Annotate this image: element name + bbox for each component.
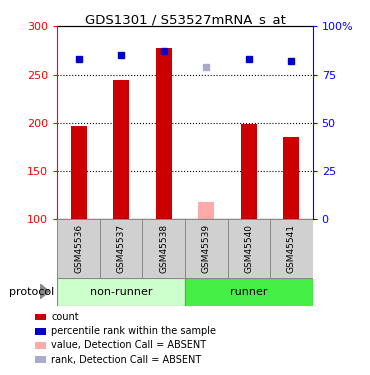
Text: GSM45536: GSM45536 [74, 224, 83, 273]
Text: rank, Detection Call = ABSENT: rank, Detection Call = ABSENT [51, 355, 201, 364]
Text: GDS1301 / S53527mRNA_s_at: GDS1301 / S53527mRNA_s_at [85, 13, 285, 26]
Bar [57, 278, 185, 306]
Text: GSM45538: GSM45538 [159, 224, 168, 273]
Bar [100, 219, 142, 278]
Bar [142, 219, 185, 278]
Text: percentile rank within the sample: percentile rank within the sample [51, 326, 216, 336]
Text: count: count [51, 312, 79, 322]
Text: GSM45537: GSM45537 [117, 224, 126, 273]
Text: non-runner: non-runner [90, 286, 152, 297]
Bar [198, 202, 214, 219]
Bar [270, 219, 313, 278]
Bar [241, 124, 257, 219]
Bar [283, 137, 299, 219]
Text: GSM45540: GSM45540 [244, 224, 253, 273]
Bar [156, 48, 172, 219]
Bar [113, 80, 129, 219]
Text: value, Detection Call = ABSENT: value, Detection Call = ABSENT [51, 340, 206, 350]
Bar [185, 278, 313, 306]
Text: GSM45539: GSM45539 [202, 224, 211, 273]
Polygon shape [40, 284, 49, 299]
Bar [71, 126, 87, 219]
Bar [57, 219, 100, 278]
Text: GSM45541: GSM45541 [287, 224, 296, 273]
Bar [185, 219, 228, 278]
Bar [228, 219, 270, 278]
Text: runner: runner [230, 286, 268, 297]
Text: protocol: protocol [9, 287, 54, 297]
